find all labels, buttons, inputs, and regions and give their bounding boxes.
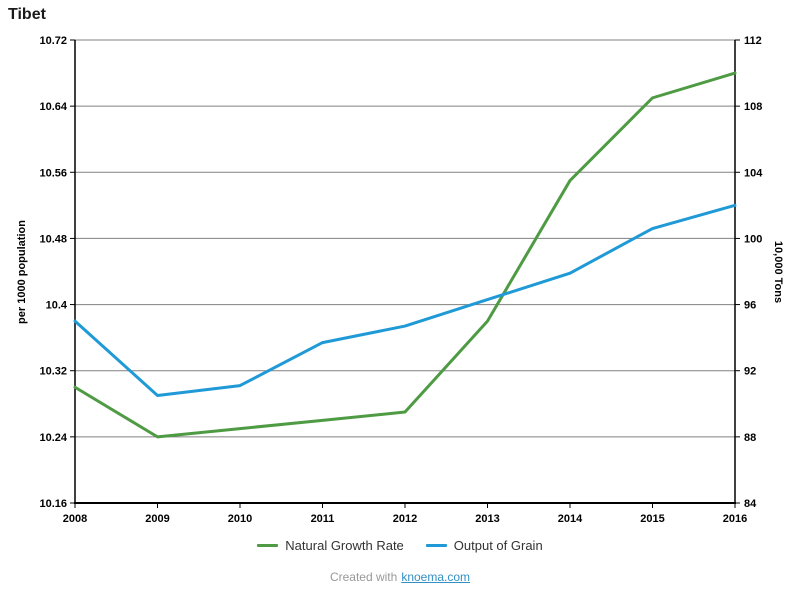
footer-text: Created with [329,570,398,584]
legend-label-natural-growth-rate: Natural Growth Rate [285,538,404,553]
left-axis-tick-label: 10.4 [46,300,68,312]
x-axis-tick-label: 2010 [228,513,252,525]
x-axis-tick-label: 2013 [475,513,499,525]
legend-label-output-of-grain: Output of Grain [453,538,543,553]
series-line-output-of-grain [73,203,737,398]
x-axis-tick-label: 2011 [311,513,335,525]
right-axis-tick-label: 104 [744,167,763,179]
right-axis-tick-label: 100 [744,233,762,245]
right-axis-title: 10,000 Tons [772,240,785,303]
right-axis-tick-label: 84 [744,498,757,510]
chart-title: Tibet [8,6,46,23]
right-axis-tick-label: 112 [744,35,762,47]
series-line-natural-growth-rate [73,71,737,439]
knoema-link[interactable]: knoema.com [401,570,471,584]
right-axis-title-wrap: 10,000 Tons [765,40,791,503]
footer: Created with knoema.com [0,570,800,584]
legend: Natural Growth Rate Output of Grain [0,538,800,553]
x-axis-tick-label: 2014 [558,513,583,525]
left-axis-tick-label: 10.64 [39,101,67,113]
right-axis-tick-label: 88 [744,432,756,444]
left-axis-tick-label: 10.24 [39,432,67,444]
x-axis-tick-label: 2016 [723,513,747,525]
legend-swatch-output-of-grain [425,544,447,547]
left-axis-title: per 1000 population [16,219,29,324]
right-axis-tick-label: 96 [744,300,756,312]
x-axis-tick-label: 2015 [640,513,664,525]
right-axis-tick-label: 92 [744,366,756,378]
right-axis-tick-label: 108 [744,101,762,113]
left-axis-tick-label: 10.72 [39,35,67,47]
x-axis-tick-label: 2008 [63,513,87,525]
legend-item-natural-growth-rate[interactable]: Natural Growth Rate [257,538,404,553]
legend-item-output-of-grain[interactable]: Output of Grain [425,538,543,553]
legend-swatch-natural-growth-rate [257,544,279,547]
left-axis-tick-label: 10.48 [39,233,67,245]
left-axis-title-wrap: per 1000 population [10,40,34,503]
x-axis-tick-label: 2009 [145,513,169,525]
left-axis-tick-label: 10.16 [39,498,67,510]
left-axis-tick-label: 10.32 [39,366,67,378]
x-axis-tick-label: 2012 [393,513,417,525]
left-axis-tick-label: 10.56 [39,167,67,179]
